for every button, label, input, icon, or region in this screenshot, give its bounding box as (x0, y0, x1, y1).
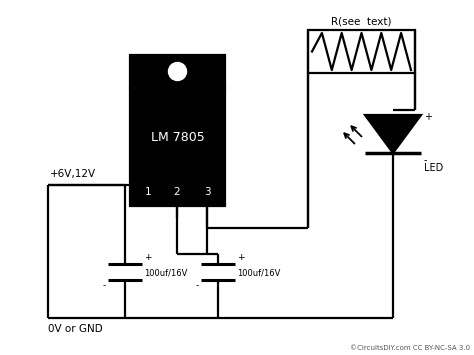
Text: LED: LED (424, 163, 443, 173)
Text: +: + (144, 253, 152, 262)
Circle shape (168, 62, 186, 81)
Text: 100uf/16V: 100uf/16V (144, 268, 187, 278)
Text: LM 7805: LM 7805 (151, 131, 204, 144)
Text: -: - (424, 155, 428, 165)
Text: R(see  text): R(see text) (331, 16, 392, 26)
Bar (130, 55, 225, 88)
Polygon shape (365, 115, 421, 153)
Bar (308, 30, 415, 73)
Text: 2: 2 (173, 187, 180, 197)
Text: 1: 1 (145, 187, 151, 197)
Text: 0V or GND: 0V or GND (48, 324, 103, 334)
Text: +: + (424, 112, 432, 122)
Text: 100uf/16V: 100uf/16V (237, 268, 281, 278)
Text: -: - (103, 281, 106, 290)
Text: -: - (196, 281, 199, 290)
Bar (130, 88, 225, 206)
Text: ©CircuitsDIY.com CC BY-NC-SA 3.0: ©CircuitsDIY.com CC BY-NC-SA 3.0 (350, 345, 470, 351)
Text: +: + (237, 253, 245, 262)
Text: 3: 3 (204, 187, 210, 197)
Text: +6V,12V: +6V,12V (50, 169, 96, 179)
